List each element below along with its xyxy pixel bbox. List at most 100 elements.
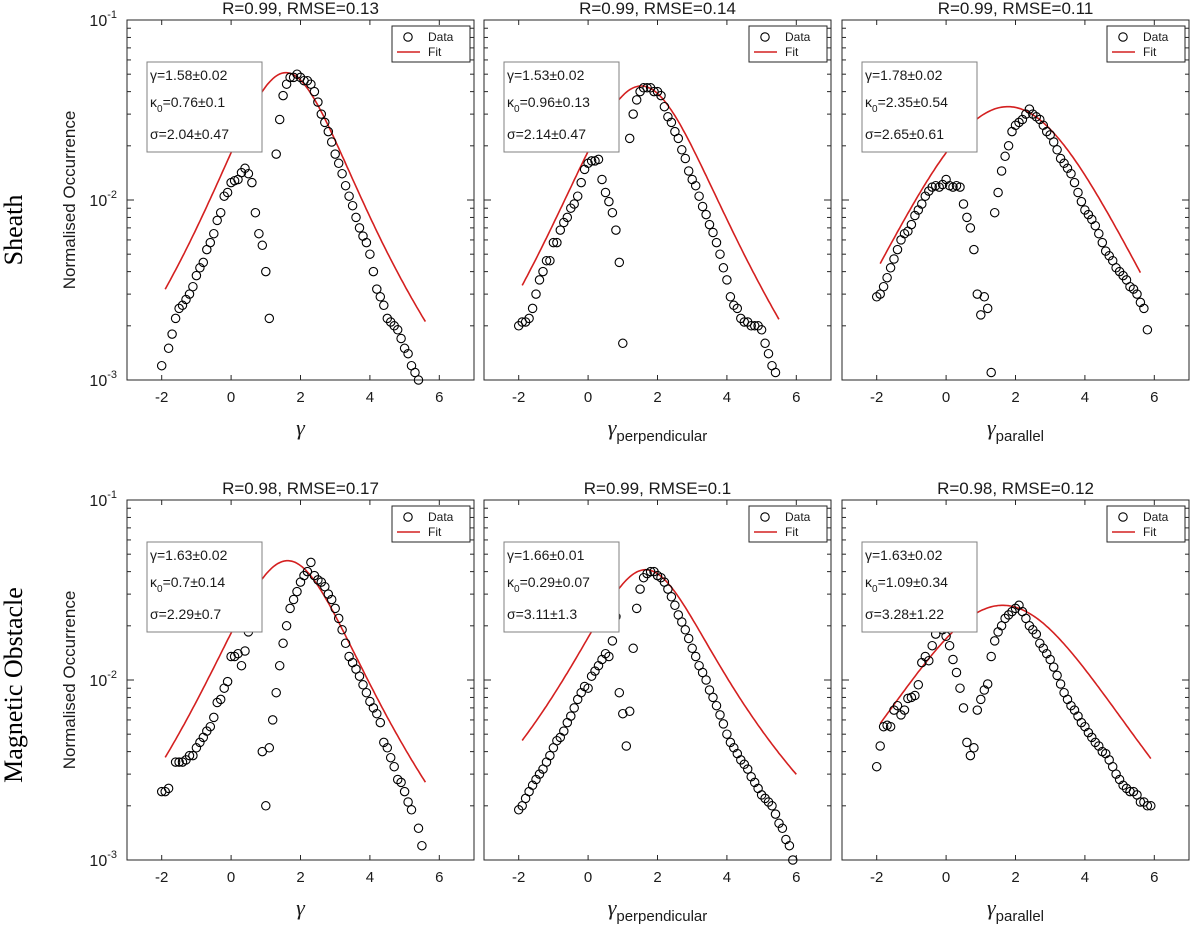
data-point [760,338,770,349]
chart-title: R=0.99, RMSE=0.1 [584,479,731,498]
data-point [1055,679,1066,689]
data-point [562,212,573,223]
data-point [326,137,337,147]
data-point [784,840,795,851]
legend-box [1106,25,1186,63]
data-point [566,711,576,721]
data-point [680,625,691,635]
data-point [948,654,958,665]
data-point [680,153,691,164]
annotation-gamma: γ=1.58±0.02 [150,67,228,83]
data-point [271,149,281,159]
x-tick-label: 0 [942,389,950,406]
data-point [212,215,222,226]
data-point [545,750,555,761]
data-point [243,168,254,179]
data-point [732,303,743,314]
data-point [382,743,393,753]
data-point [1128,284,1139,294]
data-point [188,281,198,292]
data-point [555,225,566,235]
data-point [749,321,760,331]
data-point [572,191,583,201]
data-point [913,680,924,690]
data-point [1003,610,1014,620]
data-point [365,249,375,259]
data-point [673,133,684,144]
data-point [1048,662,1059,672]
data-point [892,244,903,255]
data-point [910,690,920,701]
annotation-sigma: σ=2.14±0.47 [507,126,586,142]
data-point [531,289,541,299]
annotation-gamma: γ=1.78±0.02 [865,67,943,83]
annotation-gamma: γ=1.53±0.02 [507,67,585,83]
data-point [958,199,969,209]
data-point [205,721,216,732]
data-point [292,586,302,597]
data-point [927,640,937,651]
data-point [986,367,996,378]
data-point [962,212,972,223]
annotation-gamma: γ=1.63±0.02 [150,547,228,563]
data-point [1052,670,1062,681]
x-tick-label: -2 [512,869,525,886]
data-point [760,793,770,804]
data-point [1059,158,1069,169]
x-tick-label: -2 [155,869,168,886]
panel-4: R=0.98, RMSE=0.17 -2 0 2 4 6 10-1 10-2 10-3 Norma… [60,479,475,920]
data-point [1142,325,1153,335]
data-point [1000,151,1010,162]
data-point [389,761,399,772]
data-point [969,244,979,255]
data-point [951,667,962,678]
data-point [1128,786,1139,797]
data-point [1062,163,1073,174]
data-point [986,651,996,662]
data-point [271,687,281,698]
data-point [198,257,209,268]
y-tick-label: 10-2 [89,669,117,690]
data-point [666,592,677,602]
data-point [1000,613,1010,624]
data-point [614,687,625,698]
x-tick-label: 4 [723,389,731,406]
data-point [302,75,313,86]
x-tick-label: -2 [512,389,525,406]
data-point [167,329,177,339]
data-point [1055,153,1066,164]
data-point [697,667,708,678]
data-point [323,126,334,137]
legend-data-label: Data [1143,510,1169,524]
x-tick-label: 4 [366,389,374,406]
x-axis-label: γperpendicular [608,415,708,445]
data-point [1111,769,1121,779]
legend-box [1106,505,1186,543]
data-point [559,726,569,736]
data-point [410,367,420,378]
data-point [742,764,753,774]
x-tick-label: 2 [1011,389,1019,406]
data-point [982,679,993,689]
data-point [722,729,732,739]
data-point [188,750,198,761]
legend-data-marker [760,512,770,522]
legend-box [391,25,471,63]
panel-6: R=0.98, RMSE=0.12 -2 0 2 4 6 γparallel γ=1.63±0… [841,479,1190,925]
data-point [1007,606,1017,617]
data-point [777,823,788,834]
data-point [875,741,885,751]
data-point [163,343,174,354]
data-point [569,199,579,209]
data-point [989,636,1000,646]
data-point [163,783,174,794]
data-point [955,683,965,693]
data-point [417,840,427,851]
data-point [316,109,327,119]
legend-data-marker [403,32,413,42]
annotation-box [146,541,263,633]
legend-data-marker [1118,512,1128,522]
legend-fit-label: Fit [785,525,799,539]
x-tick-label: 6 [435,869,443,886]
data-point [340,180,351,191]
